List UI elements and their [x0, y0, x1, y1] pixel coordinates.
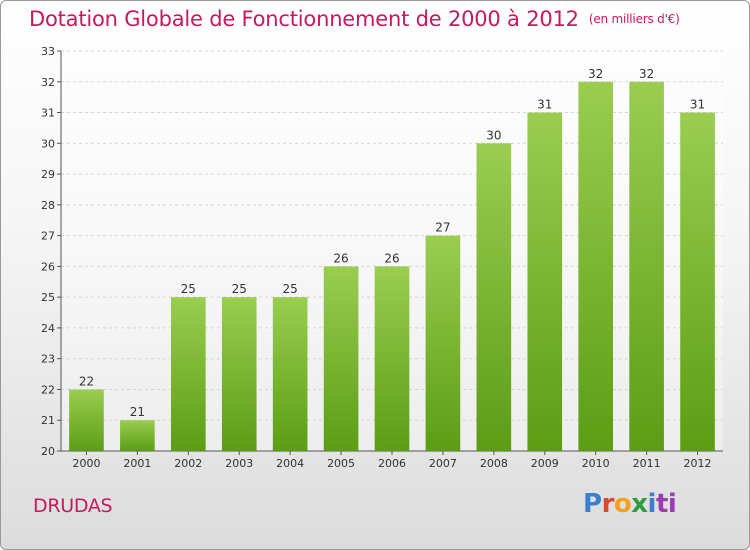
y-tick-label: 32	[41, 76, 55, 89]
data-label: 30	[486, 128, 501, 142]
y-tick-label: 28	[41, 199, 55, 212]
y-tick-label: 31	[41, 107, 55, 120]
data-label: 31	[537, 98, 552, 112]
data-label: 32	[588, 67, 603, 81]
chart-title: Dotation Globale de Fonctionnement de 20…	[29, 7, 680, 31]
chart-subtitle: (en milliers d'€)	[588, 12, 680, 26]
x-tick-label: 2009	[531, 457, 559, 470]
x-tick-label: 2012	[684, 457, 712, 470]
logo-letter: i	[647, 489, 657, 519]
data-label: 25	[283, 282, 298, 296]
data-label: 26	[384, 251, 399, 265]
bar	[323, 266, 359, 451]
x-tick-label: 2010	[582, 457, 610, 470]
data-label: 26	[333, 251, 348, 265]
bar	[578, 81, 614, 452]
bar	[425, 235, 461, 451]
proxiti-logo: Proxiti	[583, 489, 677, 519]
y-tick-label: 26	[41, 260, 55, 273]
bar	[476, 143, 512, 452]
x-tick-label: 2001	[123, 457, 151, 470]
y-tick-label: 20	[41, 445, 55, 458]
logo-letter: r	[601, 489, 615, 519]
chart-title-text: Dotation Globale de Fonctionnement de 20…	[29, 7, 579, 31]
x-tick-label: 2005	[327, 457, 355, 470]
logo-letter: ti	[655, 489, 677, 519]
bar	[120, 420, 155, 451]
bar	[629, 81, 664, 452]
bar	[221, 297, 257, 451]
y-tick-label: 25	[41, 291, 55, 304]
data-label: 25	[181, 282, 196, 296]
x-tick-label: 2000	[72, 457, 100, 470]
y-tick-label: 30	[41, 137, 55, 150]
y-tick-label: 27	[41, 230, 55, 243]
x-tick-label: 2003	[225, 457, 253, 470]
x-tick-label: 2006	[378, 457, 406, 470]
commune-name: DRUDAS	[33, 495, 113, 517]
bar	[527, 112, 563, 452]
y-tick-label: 22	[41, 383, 55, 396]
bar	[170, 297, 206, 451]
data-label: 32	[639, 67, 654, 81]
labels: 2000 22 2001 21 2002 25 2003 25 2004 25 2005 26 2006…	[72, 67, 711, 470]
y-tick-label: 23	[41, 353, 55, 366]
x-tick-label: 2002	[174, 457, 202, 470]
data-label: 25	[232, 282, 247, 296]
y-tick-label: 21	[41, 414, 55, 427]
bar	[69, 389, 104, 451]
data-label: 21	[130, 405, 145, 419]
x-tick-label: 2007	[429, 457, 457, 470]
data-label: 22	[79, 374, 94, 388]
logo-letter: o	[613, 489, 632, 519]
bar	[680, 112, 715, 452]
bar	[272, 297, 308, 451]
x-tick-label: 2004	[276, 457, 304, 470]
y-tick-label: 29	[41, 168, 55, 181]
y-tick-label: 33	[41, 45, 55, 58]
x-tick-label: 2011	[633, 457, 661, 470]
data-label: 31	[690, 98, 705, 112]
data-label: 27	[435, 221, 450, 235]
x-tick-label: 2008	[480, 457, 508, 470]
logo-letter: P	[583, 489, 602, 519]
bar	[374, 266, 410, 451]
logo-letter: x	[631, 489, 648, 519]
bars	[69, 81, 715, 452]
y-tick-label: 24	[41, 322, 55, 335]
